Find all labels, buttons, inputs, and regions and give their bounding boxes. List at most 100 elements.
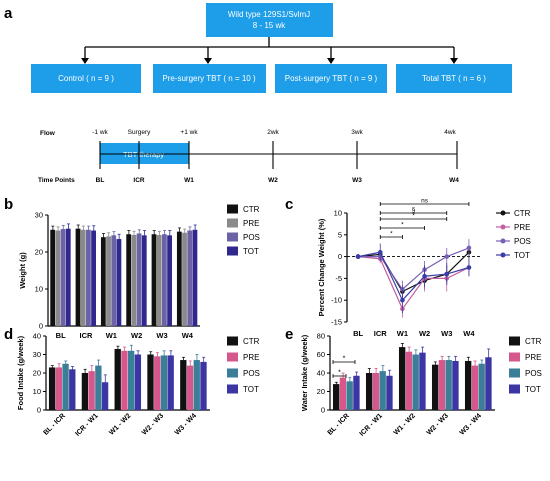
bar xyxy=(136,233,142,326)
legend-label: POS xyxy=(525,369,542,378)
bar xyxy=(80,229,86,326)
flow-tick--1wk: -1 wk xyxy=(92,129,108,136)
time-point-w3: W3 xyxy=(352,177,362,184)
bar xyxy=(154,356,161,410)
legend-label: POS xyxy=(243,369,260,378)
time-points-label: Time Points xyxy=(38,177,75,184)
top-box-line2: 8 - 15 wk xyxy=(253,21,286,30)
group-box-total xyxy=(396,64,512,93)
y-tick-label: 10 xyxy=(35,285,43,294)
data-point xyxy=(466,265,472,270)
x-tick-label: BL xyxy=(56,331,66,340)
x-tick-label: ICR - W1 xyxy=(359,412,384,437)
flow-tick-4wk: 4wk xyxy=(444,129,456,136)
y-axis-title: Food Intake (g/week) xyxy=(16,335,25,410)
bar xyxy=(346,381,353,410)
bar xyxy=(151,234,157,326)
x-tick-label: W3 xyxy=(156,331,167,340)
bar xyxy=(180,360,187,410)
bar xyxy=(128,350,135,410)
legend-marker xyxy=(500,252,506,258)
bar xyxy=(353,375,360,410)
data-point xyxy=(377,249,383,255)
y-tick-label: 20 xyxy=(35,248,43,257)
legend-swatch xyxy=(509,384,520,394)
y-tick-label: 20 xyxy=(33,369,41,378)
bar xyxy=(431,364,439,410)
y-tick-label: 5 xyxy=(338,230,342,239)
panel-label-b: b xyxy=(4,196,13,213)
y-tick-label: 60 xyxy=(317,350,325,359)
legend-label: TOT xyxy=(243,385,259,394)
bar xyxy=(365,373,373,410)
flow-label: Flow xyxy=(40,130,56,137)
bar xyxy=(101,382,109,410)
significance-label: § xyxy=(412,207,416,214)
y-tick-label: 30 xyxy=(35,211,43,220)
significance-label: ns xyxy=(421,198,429,205)
bar xyxy=(131,234,137,326)
y-tick-label: 0 xyxy=(321,406,325,415)
y-axis-title: Percent Change Weight (%) xyxy=(317,218,326,316)
legend-label: POS xyxy=(243,233,260,242)
time-point-w1: W1 xyxy=(184,177,194,184)
legend-swatch xyxy=(227,218,238,228)
legend-label: TOT xyxy=(525,385,541,394)
x-tick-label: W2 - W3 xyxy=(426,412,450,436)
bar xyxy=(48,367,56,410)
legend-label: POS xyxy=(514,237,531,246)
x-tick-label: W2 xyxy=(419,329,430,338)
legend-label: PRE xyxy=(243,219,259,228)
group-box-pre xyxy=(153,64,266,93)
data-point xyxy=(466,245,472,251)
bar xyxy=(471,365,479,410)
x-tick-label: W2 - W3 xyxy=(141,412,165,436)
x-tick-label: W3 - W4 xyxy=(459,412,483,436)
bar xyxy=(372,373,380,410)
y-tick-label: 10 xyxy=(33,387,41,396)
legend-swatch xyxy=(227,368,238,378)
y-tick-label: 0 xyxy=(39,322,43,331)
bar xyxy=(398,347,406,410)
bar xyxy=(412,354,419,410)
x-tick-label: W4 xyxy=(182,331,194,340)
group-label-post: Post-surgery TBT ( n = 9 ) xyxy=(285,74,378,83)
bar xyxy=(176,231,182,326)
group-box-control xyxy=(31,64,141,93)
significance-label: * xyxy=(390,231,393,238)
y-tick-label: -5 xyxy=(335,274,342,283)
y-tick-label: 0 xyxy=(37,406,41,415)
legend-swatch xyxy=(227,352,238,362)
bar xyxy=(464,360,472,410)
x-tick-label: W1 xyxy=(106,331,117,340)
data-point xyxy=(444,271,450,277)
x-tick-label: BL - ICR xyxy=(42,412,66,436)
bar xyxy=(162,234,167,326)
y-tick-label: 20 xyxy=(317,387,325,396)
y-tick-label: 0 xyxy=(338,252,342,261)
bar xyxy=(126,234,132,326)
legend-swatch xyxy=(227,232,238,242)
data-point xyxy=(422,273,427,279)
series-line xyxy=(358,247,470,291)
panel-label-c: c xyxy=(285,196,293,213)
y-axis-title: Water Intake (g/week) xyxy=(300,334,309,411)
y-tick-label: 10 xyxy=(334,209,342,218)
legend-swatch xyxy=(509,368,520,378)
flow-tick-3wk: 3wk xyxy=(351,129,363,136)
group-box-post xyxy=(275,64,387,93)
bar xyxy=(100,237,106,326)
x-tick-label: BL - ICR xyxy=(327,412,351,436)
top-box-line1: Wild type 129S1/SvlmJ xyxy=(228,10,310,19)
x-tick-label: W1 - W2 xyxy=(393,412,417,436)
significance-label: * xyxy=(338,370,341,377)
data-point xyxy=(400,297,405,303)
y-tick-label: 80 xyxy=(317,332,325,341)
flow-tick-surgery: Surgery xyxy=(128,129,152,136)
x-tick-label: ICR xyxy=(80,331,94,340)
bar xyxy=(147,354,154,410)
bar xyxy=(405,351,413,410)
bar xyxy=(339,377,347,410)
bar xyxy=(386,375,393,410)
